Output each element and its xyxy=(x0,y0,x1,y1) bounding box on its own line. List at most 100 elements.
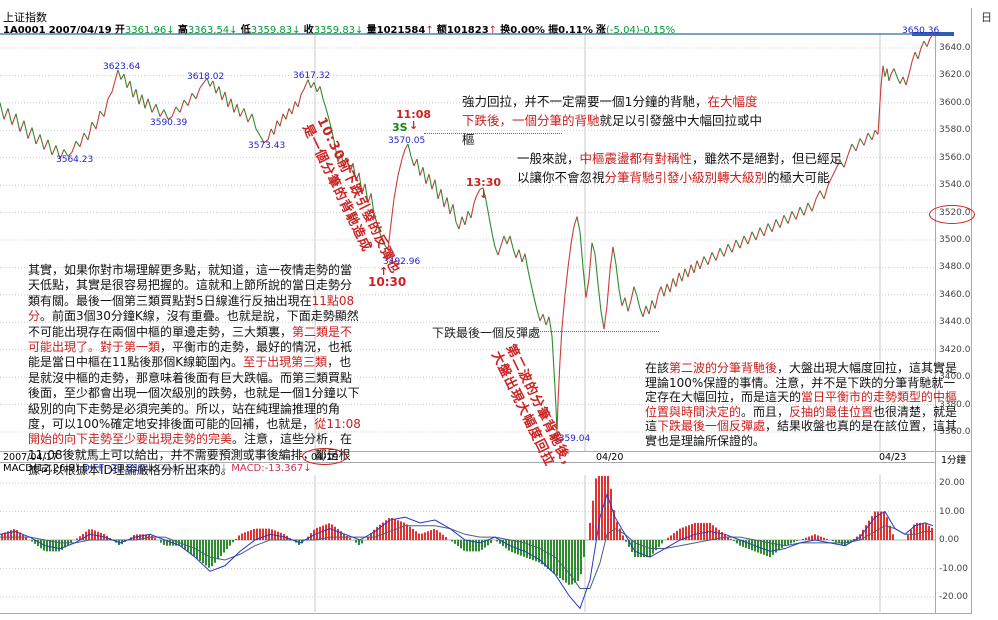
chart-line xyxy=(273,120,278,135)
chart-line xyxy=(303,79,309,90)
chart-line xyxy=(839,160,845,168)
chart-line xyxy=(425,174,430,184)
chart-line xyxy=(703,256,709,265)
macd-legend: MACD(12,26,9) DIFF:-23.810↓ DEA:-17.127↓… xyxy=(3,463,312,474)
chart-line xyxy=(542,313,547,326)
chart-line xyxy=(696,260,701,269)
chart-line xyxy=(215,86,220,94)
red-highlight-circle xyxy=(929,205,975,224)
chart-line xyxy=(851,143,857,152)
y-axis-tick-label: 3380.0 xyxy=(939,399,971,410)
y-axis-tick-label: 3500.0 xyxy=(939,235,971,245)
chart-line xyxy=(155,104,161,117)
chart-line xyxy=(167,116,173,120)
chart-line xyxy=(890,68,895,75)
chart-line xyxy=(819,190,825,200)
y-axis-tick-label: 3560.0 xyxy=(939,152,971,163)
chart-line xyxy=(815,190,821,200)
chart-line xyxy=(367,193,372,204)
chart-line xyxy=(267,128,272,141)
divider-date-row-bottom xyxy=(0,462,935,463)
chart-line xyxy=(47,139,53,156)
chart-line xyxy=(191,92,197,100)
chart-line xyxy=(896,76,901,84)
annotation-left-paragraph: 其實，如果你對市場理解更多點，就知道，這一夜情走勢的當天低點，其實是很容易把握的… xyxy=(28,263,361,478)
time-marker: 10:30 xyxy=(368,275,407,289)
chart-line xyxy=(199,81,205,89)
annotation-dotted-line xyxy=(424,133,562,134)
chart-line xyxy=(553,370,557,408)
chart-line xyxy=(663,283,668,297)
chart-line xyxy=(446,197,451,215)
chart-line xyxy=(657,286,662,296)
period-day-button[interactable]: 日 xyxy=(981,11,992,24)
chart-line xyxy=(536,309,541,322)
chart-line xyxy=(727,243,733,253)
chart-line xyxy=(120,73,125,80)
chart-line xyxy=(524,253,529,271)
chart-line xyxy=(103,98,109,117)
chart-line xyxy=(381,239,386,246)
chart-line xyxy=(132,88,137,98)
chart-line xyxy=(485,200,490,217)
chart-line xyxy=(135,89,140,105)
chart-line xyxy=(328,119,333,132)
chart-line xyxy=(512,248,517,258)
x-axis-date-label: 2007/04/17 xyxy=(3,452,58,463)
chart-line xyxy=(343,157,348,168)
chart-line xyxy=(690,264,695,274)
chart-line xyxy=(63,149,69,157)
annotation-last-bounce: 下跌最後一個反彈處 xyxy=(432,326,541,340)
chart-line xyxy=(458,216,463,230)
chart-line xyxy=(636,296,641,309)
chart-line xyxy=(648,300,653,315)
y-axis-tick-label: 3440.0 xyxy=(939,317,971,328)
x-axis-date-label: 04/20 xyxy=(596,452,624,463)
chart-line xyxy=(282,113,287,120)
chart-line xyxy=(521,253,526,263)
chart-bottom-border xyxy=(0,613,972,614)
chart-line xyxy=(316,86,321,93)
chart-line xyxy=(627,300,632,312)
chart-line xyxy=(651,300,656,309)
chart-line xyxy=(594,253,599,284)
macd-axis-tick-label: 10.00 xyxy=(939,506,965,517)
chart-line xyxy=(239,108,245,117)
chart-line xyxy=(413,158,418,167)
time-marker: ↓ xyxy=(479,188,489,201)
chart-line xyxy=(361,183,366,194)
macd-diff-value: DIFF:-23.810↓ xyxy=(82,463,154,474)
chart-line xyxy=(203,77,208,83)
chart-line xyxy=(443,197,448,208)
chart-line xyxy=(618,289,623,306)
chart-line xyxy=(684,268,689,278)
chart-line xyxy=(609,246,614,271)
annotation-top-right-2: 一般來說，中樞震盪都有對稱性，雖然不是絕對，但已經足以讓你不會忽視分筆背馳引發小… xyxy=(517,151,843,185)
chart-line xyxy=(482,187,487,201)
y-axis-tick-label: 3480.0 xyxy=(939,262,971,273)
y-axis-tick-label: 3400.0 xyxy=(939,372,971,383)
chart-line xyxy=(71,141,77,153)
y-axis-tick-label: 3360.0 xyxy=(939,427,971,437)
chart-line xyxy=(787,211,793,224)
chart-line xyxy=(867,132,873,141)
macd-axis-tick-label: 0.00 xyxy=(939,535,960,545)
chart-line xyxy=(642,305,647,317)
y-axis-tick-label: 3580.0 xyxy=(939,125,971,136)
chart-line xyxy=(917,47,922,60)
chart-line xyxy=(639,308,644,317)
chart-line xyxy=(111,80,116,93)
time-marker: ↓ xyxy=(409,119,419,132)
chart-line xyxy=(270,128,275,135)
chart-line xyxy=(141,94,146,109)
chart-line xyxy=(905,73,910,86)
chart-line xyxy=(334,145,339,162)
chart-line xyxy=(243,108,249,123)
chart-line xyxy=(263,139,269,144)
chart-line xyxy=(559,327,563,361)
chart-line xyxy=(747,231,753,245)
chart-line xyxy=(497,245,502,256)
price-value-label: 3618.02 xyxy=(187,72,225,82)
y-axis-tick-label: 3540.0 xyxy=(939,180,971,191)
